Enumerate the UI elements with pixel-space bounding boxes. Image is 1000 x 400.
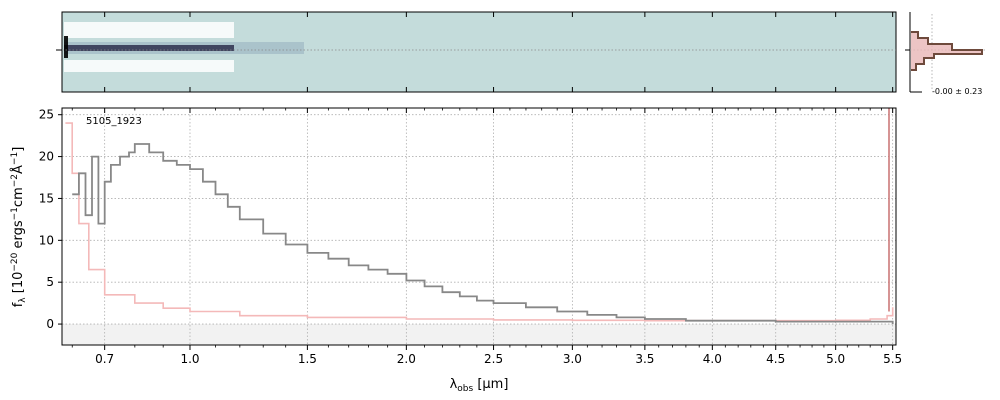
y-tick-label: 25: [39, 108, 54, 122]
y-tick-label: 0: [46, 317, 54, 331]
profile-model-fill: [911, 32, 982, 70]
x-tick-label: 3.5: [635, 352, 654, 366]
below-zero-shade: [62, 324, 896, 345]
x-tick-label: 1.5: [298, 352, 317, 366]
main-spectrum-panel: 0.7 1.0 1.5 2.0 2.5 3.0 3.5 4.0 4.5 5.0 5.5 0 5 10 15…: [10, 107, 902, 394]
two-d-spectrum-panel: [56, 11, 897, 93]
x-tick-label: 4.0: [703, 352, 722, 366]
two-d-trace-core: [64, 45, 234, 51]
series-layer: [65, 108, 894, 325]
two-d-upper-band: [64, 22, 234, 38]
y-axis-label: fλ [10−20 ergs−1cm−2Å−1]: [10, 147, 28, 308]
uncertainty-series-line: [65, 122, 894, 322]
profile-panel: -0.00 ± 0.23: [905, 12, 985, 96]
y-tick-label: 20: [39, 150, 54, 164]
x-tick-label: 5.0: [826, 352, 845, 366]
y-tick-label: 15: [39, 191, 54, 205]
two-d-spectrum-frame: [61, 11, 897, 93]
main-plot-area: [62, 108, 896, 345]
profile-line: [911, 31, 983, 71]
x-tick-label: 3.0: [563, 352, 582, 366]
x-tick-label: 2.5: [484, 352, 503, 366]
profile-annotation: -0.00 ± 0.23: [932, 87, 982, 96]
x-axis-label: λobs [μm]: [450, 377, 509, 394]
y-tick-label: 10: [39, 233, 54, 247]
x-tick-label: 5.5: [883, 352, 902, 366]
two-d-lower-band: [64, 60, 234, 72]
two-d-spectrum-ticks: [56, 12, 896, 92]
two-d-trace-edge: [64, 36, 68, 58]
x-axis: 0.7 1.0 1.5 2.0 2.5 3.0 3.5 4.0 4.5 5.0 5.5: [71, 108, 902, 366]
object-label: 5105_1923: [86, 116, 142, 127]
y-axis: 0 5 10 15 20 25: [39, 108, 62, 331]
main-plot-frame: [61, 107, 897, 346]
y-tick-label: 5: [46, 275, 54, 289]
x-tick-label: 1.0: [180, 352, 199, 366]
two-d-spectrum-trace: [64, 22, 304, 72]
x-tick-label: 2.0: [397, 352, 416, 366]
x-tick-label: 0.7: [95, 352, 114, 366]
flux-series-line: [72, 143, 894, 325]
x-tick-label: 4.5: [766, 352, 785, 366]
grid: [62, 108, 896, 345]
